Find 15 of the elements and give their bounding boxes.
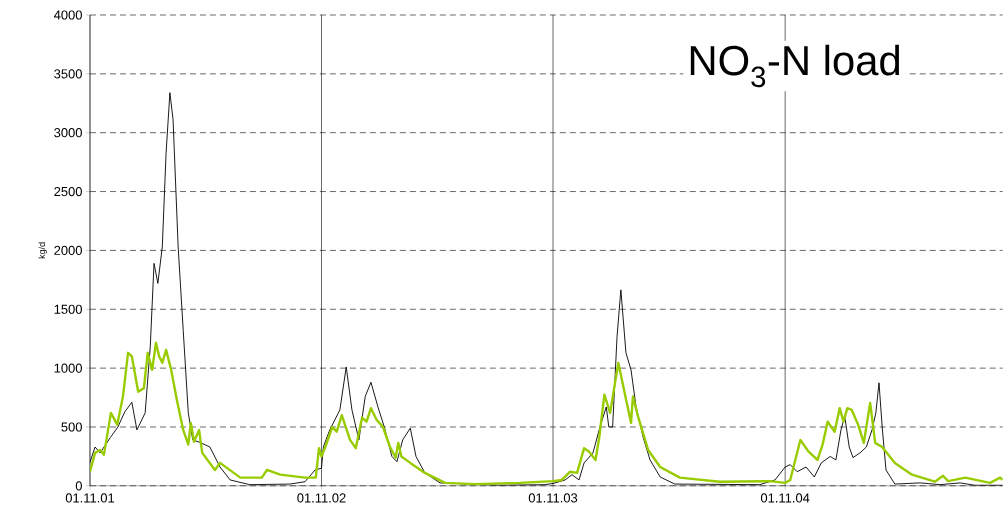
y-tick-label: 500 xyxy=(61,422,82,432)
x-tick-label: 01.11.01 xyxy=(65,493,115,503)
y-tick-label: 1500 xyxy=(54,304,82,314)
y-tick-label: 3500 xyxy=(54,69,82,79)
text: NO$_{3}$-N load xyxy=(690,44,900,88)
y-tick-label: 2000 xyxy=(54,245,82,256)
x-tick-label: 01.11.02 xyxy=(297,493,346,503)
y-axis-title: kg/d xyxy=(38,242,47,259)
y-tick-label: 2500 xyxy=(54,187,82,197)
y-tick-label: 1000 xyxy=(54,363,82,373)
y-tick-label: 4000 xyxy=(53,10,82,20)
x-tick-label: 01.11.04 xyxy=(760,493,810,503)
y-tick-label: 0 xyxy=(75,481,82,491)
y-tick-label: 3000 xyxy=(54,128,82,138)
x-tick-label: 01.11.03 xyxy=(528,493,578,503)
